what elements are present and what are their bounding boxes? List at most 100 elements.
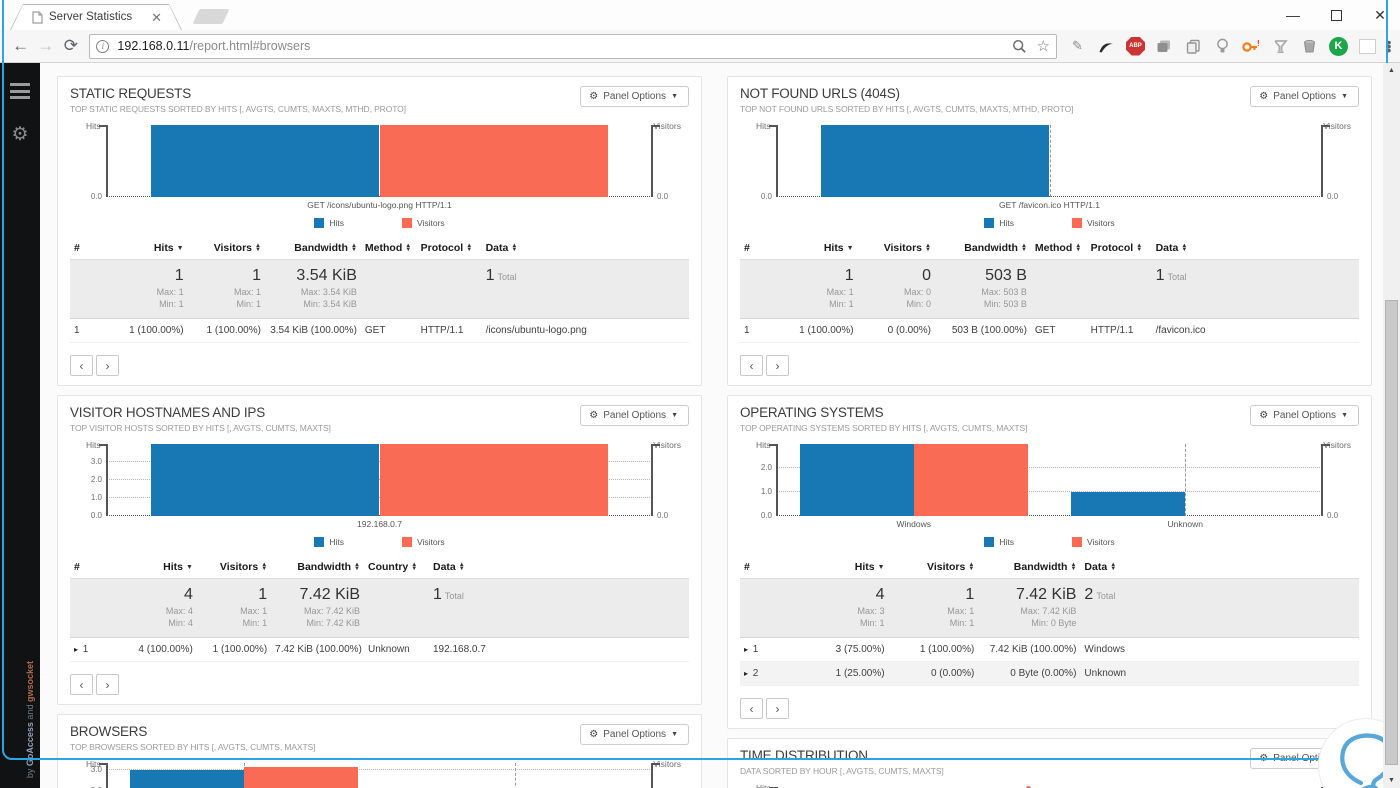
left-axis-label: Hits (86, 121, 101, 131)
expand-caret-icon[interactable]: ▸ (744, 669, 749, 678)
legend-visitors[interactable]: Visitors (401, 217, 445, 229)
legend-hits[interactable]: Hits (984, 536, 1014, 548)
scroll-up-icon[interactable]: ▲ (1388, 67, 1395, 74)
prev-page-button[interactable]: ‹ (70, 674, 93, 695)
window-minimize-icon[interactable]: — (1286, 7, 1300, 23)
table-row[interactable]: ▸ 1 4 (100.00%) 1 (100.00%) 7.42 KiB (100.0… (70, 638, 689, 662)
column-header[interactable]: Data ▲ ▼ (432, 561, 465, 573)
prev-page-button[interactable]: ‹ (740, 355, 763, 376)
ext-clipboard-icon[interactable] (1183, 36, 1204, 57)
window-close-icon[interactable]: ✕ (1374, 7, 1386, 23)
legend-hits[interactable]: Hits (314, 536, 344, 548)
column-header[interactable]: Country ▲ ▼ (368, 561, 418, 573)
x-category-label: Windows (896, 519, 931, 529)
panel-options-button[interactable]: ⚙Panel Options▼ (580, 724, 689, 745)
prev-page-button[interactable]: ‹ (70, 355, 93, 376)
legend-visitors[interactable]: Visitors (401, 536, 445, 548)
column-header[interactable]: Visitors ▲ ▼ (927, 561, 975, 573)
column-header[interactable]: Data ▲ ▼ (1155, 242, 1188, 254)
legend-hits[interactable]: Hits (984, 217, 1014, 229)
table-cell: 1 (25.00%) (835, 668, 885, 679)
panel-subtitle: TOP BROWSERS SORTED BY HITS [, AVGTS, CU… (70, 742, 316, 752)
ext-blank-icon[interactable] (1357, 36, 1378, 57)
ext-lightbulb-icon[interactable] (1212, 36, 1233, 57)
column-header[interactable]: Bandwidth ▲ ▼ (294, 242, 357, 254)
column-header: # (74, 561, 80, 573)
ext-key-icon[interactable]: ! (1241, 36, 1262, 57)
table-row[interactable]: ▸ 1 3 (75.00%) 1 (100.00%) 7.42 KiB (100.00… (740, 638, 1359, 662)
ext-funnel-icon[interactable] (1270, 36, 1291, 57)
sort-desc-icon: ▼ (877, 563, 885, 571)
next-page-button[interactable]: › (96, 355, 119, 376)
legend-hits[interactable]: Hits (314, 217, 344, 229)
column-header[interactable]: Visitors ▲ ▼ (219, 561, 268, 573)
page-info-icon[interactable]: i (96, 39, 110, 53)
panel-options-button[interactable]: ⚙Panel Options▼ (1250, 86, 1359, 107)
panel-options-button[interactable]: ⚙Panel Options▼ (580, 86, 689, 107)
column-header[interactable]: Bandwidth ▲ ▼ (1013, 561, 1077, 573)
next-page-button[interactable]: › (766, 698, 789, 719)
left-y-axis (769, 125, 778, 197)
column-header[interactable]: Method ▲ ▼ (364, 242, 412, 254)
column-header[interactable]: Hits ▼ (163, 561, 193, 573)
hits-bar (129, 769, 244, 788)
scroll-down-icon[interactable]: ▼ (1388, 777, 1395, 784)
ext-swoosh-icon[interactable] (1096, 36, 1117, 57)
column-header[interactable]: Protocol ▲ ▼ (420, 242, 473, 254)
prev-page-button[interactable]: ‹ (740, 698, 763, 719)
summary-minmax: Min: 1 (860, 618, 885, 628)
expand-caret-icon[interactable]: ▸ (744, 645, 749, 654)
scrollbar-thumb[interactable] (1385, 300, 1398, 765)
browser-menu-icon[interactable]: • • • (1386, 34, 1392, 58)
next-page-button[interactable]: › (96, 674, 119, 695)
panel-subtitle: TOP STATIC REQUESTS SORTED BY HITS [, AV… (70, 104, 406, 114)
table-row[interactable]: ▸ 2 1 (25.00%) 0 (0.00%) 0 Byte (0.00%) Unkn… (740, 662, 1359, 686)
column-header[interactable]: Bandwidth ▲ ▼ (297, 561, 360, 573)
panel-subtitle: TOP VISITOR HOSTS SORTED BY HITS [, AVGT… (70, 423, 331, 433)
column-header[interactable]: Method ▲ ▼ (1034, 242, 1082, 254)
column-header[interactable]: Hits ▼ (153, 242, 184, 254)
ext-bucket-icon[interactable] (1299, 36, 1320, 57)
ext-adblock-icon[interactable]: ABP (1125, 36, 1146, 57)
new-tab-button[interactable] (192, 9, 230, 24)
hits-bar (151, 444, 380, 516)
next-page-button[interactable]: › (766, 355, 789, 376)
url-bar[interactable]: i 192.168.0.11/report.html#browsers ☆ (89, 33, 1057, 59)
expand-caret-icon[interactable]: ▸ (74, 645, 79, 654)
sort-icon: ▲ ▼ (405, 242, 412, 253)
zoom-icon[interactable] (1012, 39, 1027, 54)
column-header[interactable]: Visitors ▲ ▼ (883, 242, 931, 254)
column-header[interactable]: Hits ▼ (823, 242, 854, 254)
close-tab-icon[interactable]: ✕ (151, 9, 162, 25)
panel-options-button[interactable]: ⚙Panel Options▼ (580, 405, 689, 426)
reload-icon[interactable]: ⟳ (63, 36, 78, 55)
column-header[interactable]: Data ▲ ▼ (485, 242, 518, 254)
summary-total-label: Total (444, 591, 464, 601)
browser-tab[interactable]: Server Statistics ✕ (10, 4, 182, 30)
settings-gear-icon[interactable]: ⚙ (11, 124, 29, 145)
panel-options-button[interactable]: ⚙Panel Options▼ (1250, 405, 1359, 426)
ext-keepass-icon[interactable]: K (1328, 36, 1349, 57)
column-header[interactable]: Data ▲ ▼ (1084, 561, 1117, 573)
column-header[interactable]: Protocol ▲ ▼ (1090, 242, 1143, 254)
bookmark-star-icon[interactable]: ☆ (1036, 38, 1050, 55)
page-scrollbar[interactable]: ▲ ▼ (1383, 63, 1400, 788)
menu-toggle-icon[interactable] (10, 83, 30, 99)
column-header[interactable]: Bandwidth ▲ ▼ (964, 242, 1027, 254)
sort-icon: ▲ ▼ (968, 561, 975, 572)
legend-visitors[interactable]: Visitors (1071, 536, 1115, 548)
y-tick-label: 0.0 (1327, 511, 1339, 520)
sort-desc-icon: ▼ (185, 563, 193, 571)
column-header[interactable]: Hits ▼ (854, 561, 885, 573)
left-axis-label: Hits (86, 759, 101, 769)
forward-icon[interactable]: → (37, 36, 55, 55)
legend-visitors[interactable]: Visitors (1071, 217, 1115, 229)
gear-icon: ⚙ (589, 729, 599, 740)
back-icon[interactable]: ← (12, 36, 30, 55)
y-tick-label: 2.0 (90, 475, 102, 484)
column-header[interactable]: Visitors ▲ ▼ (213, 242, 261, 254)
left-y-axis (99, 125, 108, 197)
ext-pen-icon[interactable]: ✎ (1072, 38, 1083, 53)
window-maximize-icon[interactable] (1331, 9, 1342, 21)
ext-windows-icon[interactable] (1154, 36, 1175, 57)
